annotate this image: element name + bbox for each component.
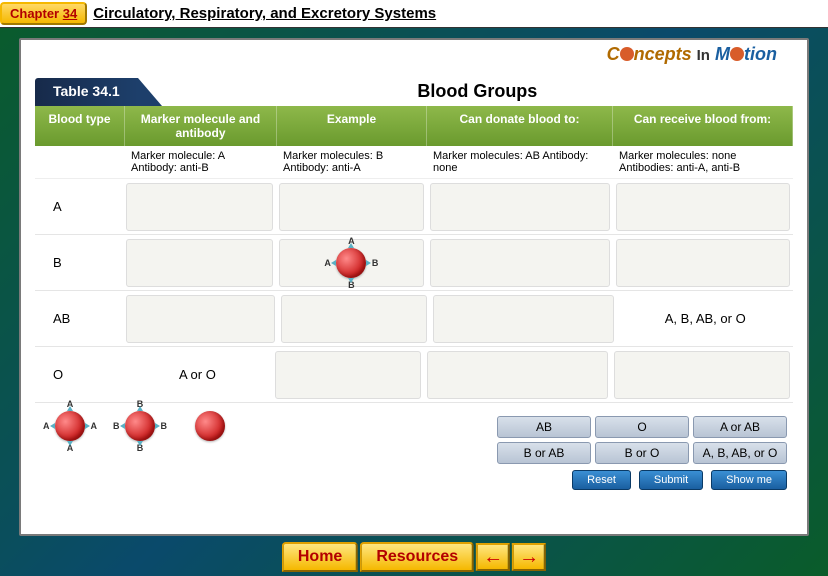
drop-target[interactable] [430, 183, 610, 231]
drop-target[interactable] [427, 351, 608, 399]
col-example: Example [277, 106, 427, 146]
blood-cell-icon[interactable]: A B A B [336, 248, 366, 278]
info-row: Marker molecule: A Antibody: anti-B Mark… [35, 146, 793, 179]
reset-button[interactable]: Reset [572, 470, 631, 490]
table-label: Table 34.1 [35, 78, 138, 106]
control-buttons: Reset Submit Show me [572, 470, 787, 490]
logo-o-icon [730, 47, 744, 61]
blood-cell-b-icon[interactable]: B B B B [125, 411, 155, 441]
prev-arrow-button[interactable]: ← [476, 543, 510, 571]
drop-target[interactable] [616, 183, 790, 231]
drop-target[interactable] [126, 239, 273, 287]
blood-cell-o-icon[interactable] [195, 411, 225, 441]
answer-chip[interactable]: A, B, AB, or O [693, 442, 787, 464]
receive-cell: A, B, AB, or O [617, 307, 793, 330]
info-marker: Marker molecule: A Antibody: anti-B [125, 148, 277, 176]
answer-palette: AB O A or AB B or AB B or O A, B, AB, or… [497, 416, 787, 464]
bottom-nav: Home Resources ← → [282, 542, 546, 572]
content-panel: Cncepts In Mtion Table 34.1 Blood Groups… [19, 38, 809, 536]
table-row: AB A, B, AB, or O [35, 291, 793, 347]
answer-chip[interactable]: O [595, 416, 689, 438]
blood-cell-a-icon[interactable]: A A A A [55, 411, 85, 441]
col-blood-type: Blood type [35, 106, 125, 146]
drop-target[interactable]: A B A B [279, 239, 424, 287]
info-example: Marker molecules: B Antibody: anti-A [277, 148, 427, 176]
label-triangle [138, 78, 162, 106]
row-label: AB [35, 307, 123, 330]
col-donate: Can donate blood to: [427, 106, 613, 146]
info-receive: Marker molecules: none Antibodies: anti-… [613, 148, 793, 176]
table-title-row: Table 34.1 Blood Groups [35, 78, 793, 106]
show-me-button[interactable]: Show me [711, 470, 787, 490]
answer-chip[interactable]: A or AB [693, 416, 787, 438]
answer-chip[interactable]: B or AB [497, 442, 591, 464]
drop-target[interactable] [281, 295, 427, 343]
table-title: Blood Groups [162, 78, 793, 106]
row-label: A [35, 195, 123, 218]
drop-target[interactable] [279, 183, 424, 231]
row-label: O [35, 363, 123, 386]
drop-target[interactable] [275, 351, 421, 399]
answer-chip[interactable]: AB [497, 416, 591, 438]
drop-target[interactable] [126, 183, 273, 231]
chapter-number: 34 [63, 6, 77, 21]
logo-o-icon [620, 47, 634, 61]
table-header: Blood type Marker molecule and antibody … [35, 106, 793, 146]
concepts-in-motion-logo: Cncepts In Mtion [607, 44, 777, 65]
table-row: O A or O [35, 347, 793, 403]
chapter-tab[interactable]: Chapter 34 [0, 2, 87, 25]
next-arrow-button[interactable]: → [512, 543, 546, 571]
slide-frame: Chapter 34 Circulatory, Respiratory, and… [0, 0, 828, 576]
table-row: A [35, 179, 793, 235]
header-bar: Chapter 34 Circulatory, Respiratory, and… [0, 0, 828, 28]
drop-target[interactable] [616, 239, 790, 287]
table-row: B A B A B [35, 235, 793, 291]
row-label: B [35, 251, 123, 274]
drop-target[interactable] [614, 351, 790, 399]
drop-target[interactable] [433, 295, 614, 343]
blood-groups-table: Table 34.1 Blood Groups Blood type Marke… [35, 78, 793, 449]
drop-target[interactable] [126, 295, 274, 343]
info-donate: Marker molecules: AB Antibody: none [427, 148, 613, 176]
submit-button[interactable]: Submit [639, 470, 703, 490]
resources-tab[interactable]: Resources [360, 542, 474, 572]
drop-target[interactable] [430, 239, 610, 287]
col-receive: Can receive blood from: [613, 106, 793, 146]
marker-cell: A or O [123, 363, 271, 386]
home-tab[interactable]: Home [282, 542, 358, 572]
col-marker: Marker molecule and antibody [125, 106, 277, 146]
chapter-title: Circulatory, Respiratory, and Excretory … [93, 5, 436, 22]
chapter-word: Chapter [10, 6, 59, 21]
answer-chip[interactable]: B or O [595, 442, 689, 464]
